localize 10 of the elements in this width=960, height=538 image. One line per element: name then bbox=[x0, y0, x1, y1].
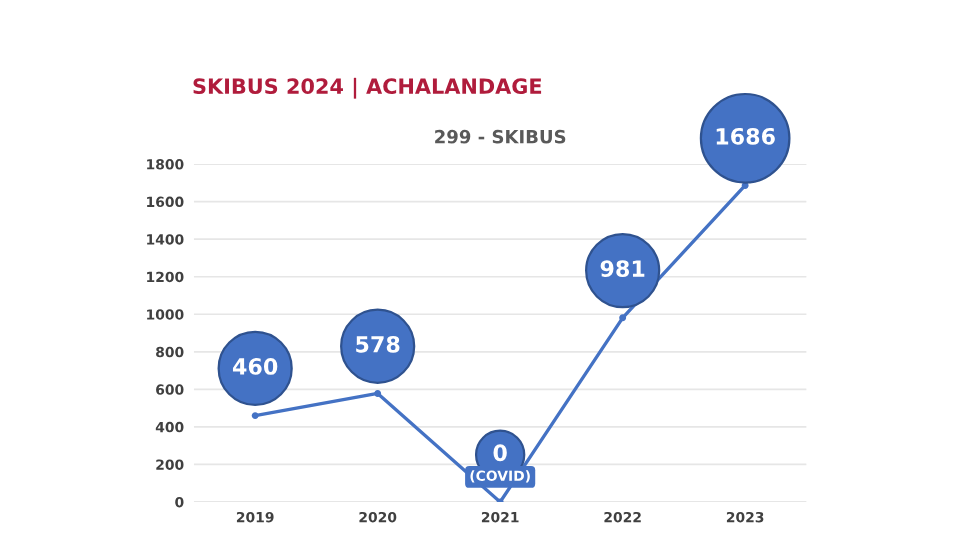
chart-title: SKIBUS 2024 | ACHALANDAGE bbox=[193, 77, 542, 99]
data-label: 460 bbox=[232, 358, 278, 375]
point bbox=[374, 389, 382, 397]
data-label: 578 bbox=[356, 335, 400, 353]
data-label: 0 bbox=[493, 444, 507, 462]
data-label: 981 bbox=[600, 260, 645, 278]
data-label: 1686 bbox=[716, 127, 775, 145]
chart-subtitle: 299 - SKIBUS bbox=[435, 129, 566, 144]
point bbox=[619, 314, 627, 322]
point bbox=[251, 412, 259, 420]
